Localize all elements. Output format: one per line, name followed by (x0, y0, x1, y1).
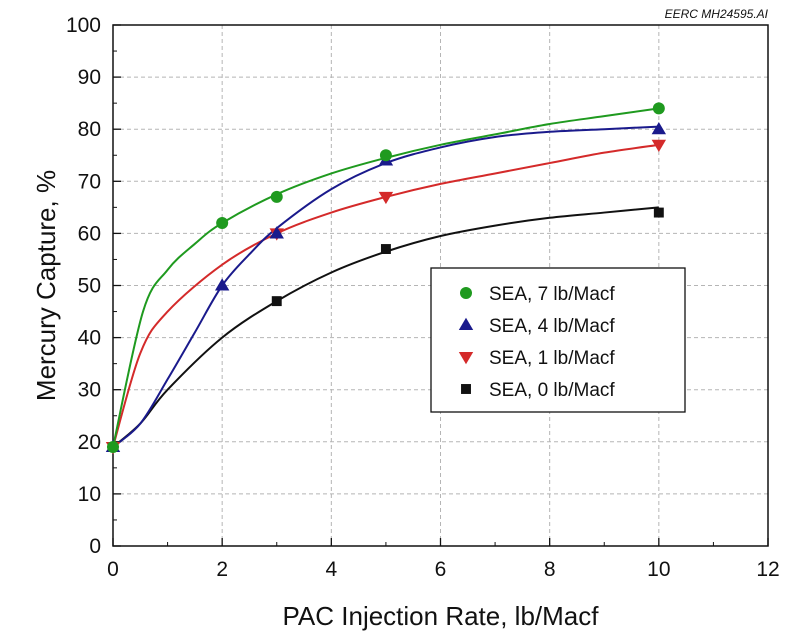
data-point-series-3 (271, 296, 282, 307)
legend-label: SEA, 0 lb/Macf (489, 380, 615, 401)
legend-marker (458, 351, 474, 365)
figure-id-note: EERC MH24595.AI (665, 7, 769, 21)
legend-label: SEA, 1 lb/Macf (489, 348, 615, 369)
x-tick-label: 4 (325, 558, 337, 581)
y-tick-label: 80 (78, 118, 101, 141)
legend-marker (460, 287, 472, 299)
y-tick-label: 30 (78, 379, 101, 402)
x-tick-label: 8 (544, 558, 556, 581)
legend-label: SEA, 7 lb/Macf (489, 284, 615, 305)
fit-curve-series-1 (112, 125, 659, 448)
data-point-series-2 (651, 139, 667, 153)
legend-box (430, 267, 686, 413)
legend-marker (461, 384, 471, 394)
legend-label: SEA, 4 lb/Macf (489, 316, 615, 337)
data-point-series-3 (380, 244, 391, 254)
y-tick-label: 50 (78, 275, 101, 298)
x-axis-title: PAC Injection Rate, lb/Macf (283, 601, 600, 631)
data-point-series-0 (270, 190, 283, 203)
data-point-series-0 (107, 441, 119, 454)
data-point-series-2 (378, 191, 394, 205)
x-tick-label: 0 (107, 558, 119, 581)
y-tick-label: 20 (78, 431, 101, 454)
data-point-series-0 (652, 102, 665, 115)
y-tick-label: 10 (78, 483, 101, 506)
legend-marker (458, 317, 474, 331)
data-point-series-0 (216, 216, 229, 229)
data-points (105, 102, 667, 455)
data-point-series-1 (651, 122, 667, 135)
x-tick-label: 12 (756, 558, 779, 581)
data-point-series-1 (214, 278, 230, 291)
data-point-series-3 (653, 207, 664, 218)
y-tick-label: 60 (78, 222, 101, 245)
fit-curve-series-3 (112, 206, 659, 448)
y-tick-label: 100 (66, 14, 101, 37)
x-tick-label: 6 (435, 558, 447, 581)
fit-curves (112, 107, 659, 448)
y-tick-label: 40 (78, 327, 101, 350)
y-tick-label: 70 (78, 170, 101, 193)
y-axis-title: Mercury Capture, % (31, 170, 61, 401)
data-point-series-1 (269, 226, 284, 239)
x-tick-label: 10 (647, 558, 670, 581)
axis-ticks: 0 2 4 6 8 10 12 0 10 20 30 40 50 60 70 80 90 100 (66, 14, 780, 581)
data-point-series-0 (379, 149, 392, 162)
legend: SEA, 7 lb/Macf SEA, 4 lb/Macf SEA, 1 lb/Ma… (430, 267, 686, 413)
fit-curve-series-2 (112, 143, 659, 448)
y-tick-label: 0 (89, 535, 101, 558)
fit-curve-series-0 (112, 107, 659, 448)
x-tick-label: 2 (216, 558, 228, 581)
y-tick-label: 90 (78, 66, 101, 89)
